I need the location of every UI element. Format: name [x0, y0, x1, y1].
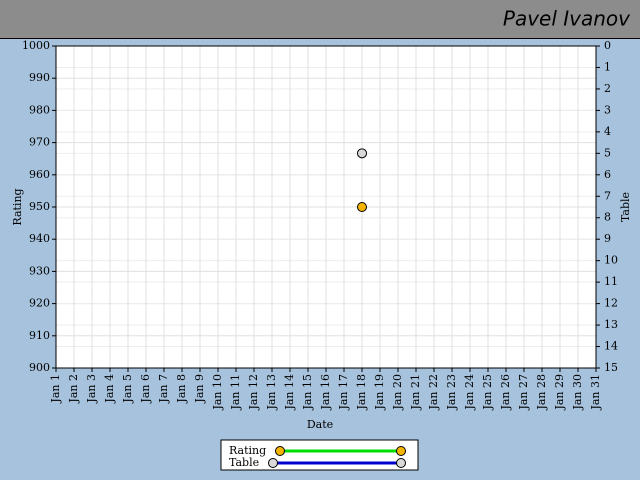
x-tick-label: Jan 8	[175, 374, 188, 404]
x-tick-label: Jan 10	[211, 374, 224, 411]
x-tick-label: Jan 1	[49, 374, 62, 404]
x-tick-label: Jan 13	[265, 374, 278, 411]
y-tick-label: 940	[29, 232, 50, 245]
legend-label: Table	[229, 456, 259, 469]
legend-marker	[396, 458, 406, 468]
y-tick-label: 900	[29, 361, 50, 374]
x-tick-label: Jan 6	[139, 374, 152, 404]
point	[357, 148, 367, 159]
y-tick-label: 990	[29, 71, 50, 84]
x-tick-label: Jan 31	[589, 374, 602, 411]
y2-tick-label: 15	[604, 361, 618, 374]
y2-axis-title: Table	[619, 192, 632, 222]
y2-tick-label: 3	[604, 103, 611, 116]
y2-tick-label: 0	[604, 39, 611, 52]
y-tick-label: 1000	[22, 39, 50, 52]
x-tick-label: Jan 7	[157, 374, 170, 404]
y2-tick-label: 5	[604, 146, 611, 159]
x-tick-label: Jan 21	[409, 374, 422, 411]
x-axis-title: Date	[307, 418, 333, 431]
legend-label: Rating	[229, 444, 266, 457]
y-tick-label: 960	[29, 168, 50, 181]
y2-tick-label: 7	[604, 189, 611, 202]
y-tick-label: 910	[29, 329, 50, 342]
x-tick-label: Jan 28	[535, 374, 548, 411]
x-tick-label: Jan 24	[463, 374, 476, 411]
y-tick-label: 920	[29, 297, 50, 310]
x-tick-label: Jan 25	[481, 374, 494, 411]
legend	[220, 439, 419, 471]
x-tick-label: Jan 20	[391, 374, 404, 411]
y2-tick-label: 10	[604, 254, 618, 267]
x-tick-label: Jan 23	[445, 374, 458, 411]
legend-marker	[268, 458, 278, 468]
y2-tick-label: 13	[604, 318, 618, 331]
legend-marker	[396, 446, 406, 456]
y2-tick-label: 1	[604, 60, 611, 73]
user-name: Pavel Ivanov	[503, 7, 631, 31]
y-tick-label: 970	[29, 136, 50, 149]
x-tick-label: Jan 12	[247, 374, 260, 411]
y2-tick-label: 4	[604, 125, 611, 138]
y2-tick-label: 11	[604, 275, 618, 288]
y2-tick-label: 9	[604, 232, 611, 245]
grid	[55, 45, 597, 369]
x-tick-label: Jan 27	[517, 374, 530, 411]
y2-tick-label: 12	[604, 297, 618, 310]
x-tick-label: Jan 18	[355, 374, 368, 411]
legend-marker	[275, 446, 285, 456]
y2-tick-label: 8	[604, 211, 611, 224]
header-bar	[0, 0, 640, 38]
y-tick-label: 930	[29, 264, 50, 277]
point	[357, 202, 367, 212]
x-tick-label: Jan 16	[319, 374, 332, 411]
x-tick-label: Jan 9	[193, 374, 206, 404]
x-tick-label: Jan 2	[67, 374, 80, 404]
x-tick-label: Jan 4	[103, 374, 116, 404]
y2-tick-label: 2	[604, 82, 611, 95]
y-tick-label: 980	[29, 103, 50, 116]
x-tick-label: Jan 30	[571, 374, 584, 411]
x-tick-label: Jan 5	[121, 374, 134, 404]
y2-tick-label: 14	[604, 340, 618, 353]
x-tick-label: Jan 29	[553, 374, 566, 411]
x-tick-label: Jan 26	[499, 374, 512, 411]
x-tick-label: Jan 14	[283, 374, 296, 411]
x-tick-label: Jan 3	[85, 374, 98, 404]
x-tick-label: Jan 19	[373, 374, 386, 411]
x-tick-label: Jan 11	[229, 374, 242, 411]
x-tick-label: Jan 15	[301, 374, 314, 411]
y2-tick-label: 6	[604, 168, 611, 181]
x-tick-label: Jan 22	[427, 374, 440, 411]
y-axis-title: Rating	[11, 188, 24, 225]
y-tick-label: 950	[29, 200, 50, 213]
x-tick-label: Jan 17	[337, 374, 350, 411]
